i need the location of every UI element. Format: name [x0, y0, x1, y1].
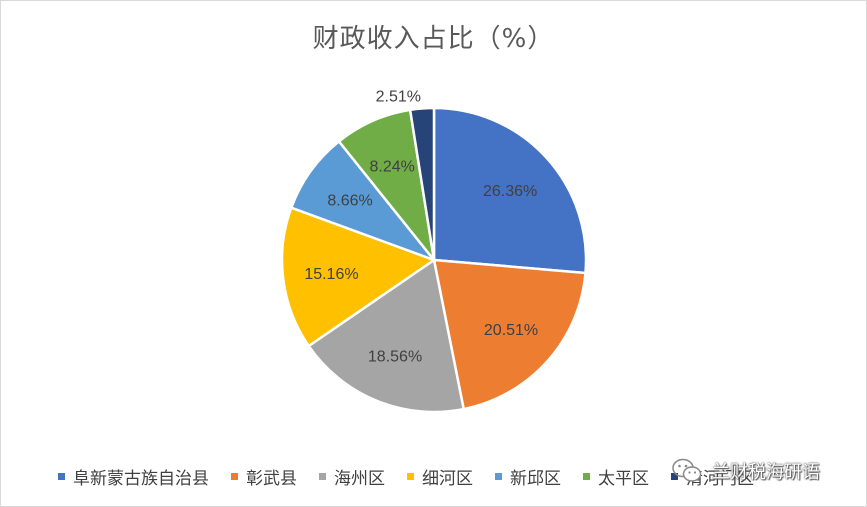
legend-swatch	[583, 472, 590, 480]
data-label-6: 8.24%	[369, 158, 414, 175]
legend-item-7: 清河门区	[671, 464, 754, 489]
data-label-4: 15.16%	[304, 266, 358, 283]
legend-swatch	[671, 472, 678, 480]
legend-label: 新邱区	[510, 468, 561, 489]
legend-item-3: 海州区	[319, 464, 385, 489]
chart-legend: 阜新蒙古族自治县 彰武县 海州区 细河区 新邱区 太平区 清河门区	[58, 463, 776, 489]
pie-slice-2	[432, 258, 587, 411]
data-label-5: 8.66%	[327, 193, 372, 210]
pie-slice-7	[408, 106, 436, 262]
legend-swatch	[495, 472, 502, 480]
legend-label: 彰武县	[246, 468, 297, 489]
data-label-1: 26.36%	[483, 183, 537, 200]
data-label-2: 20.51%	[484, 322, 538, 339]
legend-label: 海州区	[334, 468, 385, 489]
legend-item-5: 新邱区	[495, 464, 561, 489]
legend-item-4: 细河区	[407, 464, 473, 489]
legend-swatch	[319, 472, 326, 480]
legend-item-1: 阜新蒙古族自治县	[58, 464, 209, 489]
data-label-3: 18.56%	[368, 349, 422, 366]
legend-label: 太平区	[598, 468, 649, 489]
legend-swatch	[231, 472, 238, 480]
pie-slice-1	[432, 106, 588, 275]
legend-label: 清河门区	[686, 468, 754, 489]
legend-item-6: 太平区	[583, 464, 649, 489]
pie-slice-3	[307, 258, 465, 414]
legend-swatch	[58, 472, 65, 480]
pie-slice-4	[280, 206, 436, 348]
watermark: 兰财税海研语	[672, 458, 820, 484]
watermark-text: 兰财税海研语	[712, 462, 820, 483]
legend-label: 细河区	[422, 468, 473, 489]
wechat-icon	[672, 458, 702, 484]
data-label-7: 2.51%	[376, 89, 421, 106]
legend-item-2: 彰武县	[231, 464, 297, 489]
pie-slice-5	[290, 140, 436, 262]
legend-swatch	[407, 472, 414, 480]
legend-label: 阜新蒙古族自治县	[73, 468, 209, 489]
chart-title: 财政收入占比（%）	[312, 24, 555, 54]
